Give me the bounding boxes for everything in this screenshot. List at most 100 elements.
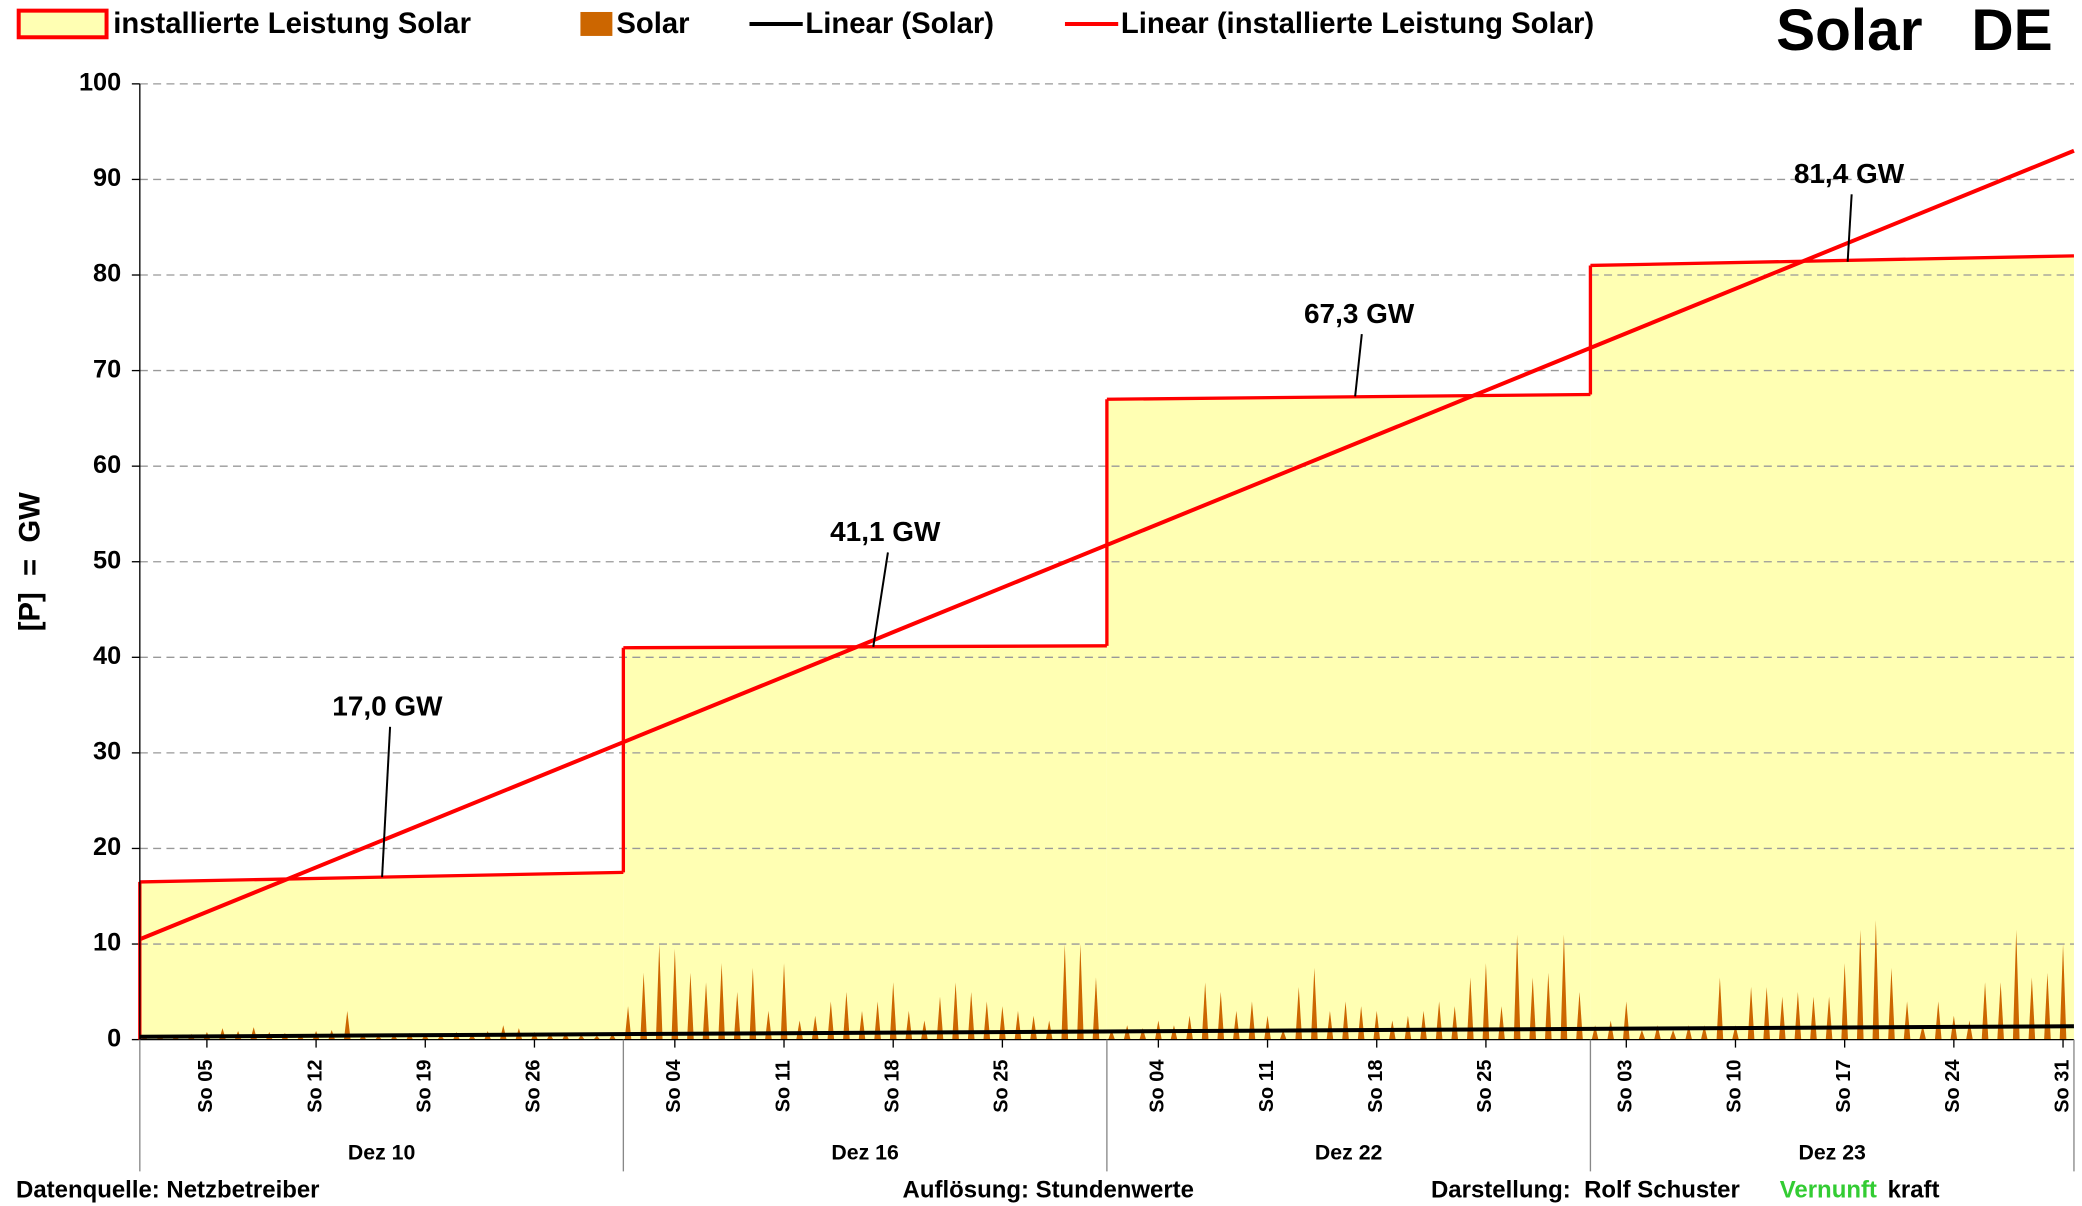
x-tick-label: So 04 [1147, 1060, 1169, 1113]
solar-spike [1373, 1010, 1381, 1040]
annotation-leader [381, 726, 392, 878]
y-tick-label: 0 [107, 1024, 121, 1052]
solar-spike [546, 1033, 554, 1040]
installed-line [623, 644, 1107, 650]
solar-spike [733, 991, 741, 1040]
solar-spike [843, 991, 850, 1040]
x-tick-label: So 19 [414, 1060, 436, 1113]
solar-spike [1092, 977, 1100, 1040]
solar-spike [437, 1034, 445, 1040]
solar-spike [2059, 944, 2067, 1040]
annotation-leader [1846, 194, 1853, 262]
y-axis-label: [P] = GW [14, 492, 47, 631]
x-tick-label: So 05 [195, 1060, 217, 1113]
solar-spike [1903, 1001, 1911, 1040]
solar-spike [749, 967, 757, 1040]
solar-spike [1888, 967, 1895, 1040]
panel-label: Dez 16 [831, 1141, 899, 1165]
installed-area [623, 645, 1107, 1040]
solar-spike [1264, 1015, 1271, 1040]
solar-spike [1061, 944, 1069, 1040]
solar-spike [1716, 977, 1724, 1040]
trend-line [139, 1024, 2074, 1039]
x-tick-label: So 17 [1833, 1060, 1855, 1113]
x-tick-label: So 25 [991, 1060, 1013, 1113]
x-tick-label: So 24 [1942, 1060, 1964, 1113]
solar-spike [1311, 967, 1318, 1040]
solar-spike [1669, 1030, 1677, 1040]
annotation: 67,3 GW [1304, 298, 1415, 329]
solar-spike [2028, 977, 2036, 1040]
y-tick-label: 40 [93, 642, 121, 670]
solar-spike [1685, 1025, 1693, 1040]
x-tick-label: So 12 [304, 1060, 326, 1113]
solar-spike [1934, 1001, 1942, 1040]
footer-brand: Vernunft [1780, 1177, 1877, 1204]
solar-spike [874, 1001, 881, 1040]
solar-spike [1108, 1030, 1115, 1040]
solar-spike [1638, 1030, 1646, 1040]
solar-spike [640, 972, 647, 1040]
solar-spike [1466, 977, 1474, 1040]
legend-label: Linear (installierte Leistung Solar) [1121, 7, 1594, 40]
x-tick-label: So 18 [1365, 1060, 1387, 1113]
solar-spike [1560, 934, 1568, 1040]
x-tick-label: So 26 [523, 1060, 545, 1113]
installed-line [1590, 254, 2074, 268]
solar-spike [343, 1010, 351, 1040]
x-tick-label: So 31 [2051, 1060, 2073, 1113]
y-tick-label: 10 [93, 929, 121, 957]
trend-line [139, 148, 2075, 942]
solar-spike [1919, 1025, 1926, 1040]
solar-spike [1404, 1015, 1412, 1040]
solar-spike [1482, 963, 1490, 1040]
solar-spike [1326, 1010, 1334, 1040]
y-tick-label: 20 [93, 833, 121, 861]
solar-spike [983, 1001, 991, 1040]
y-tick-label: 30 [93, 738, 121, 766]
y-tick-label: 70 [93, 355, 121, 383]
legend-label: Linear (Solar) [805, 7, 994, 40]
solar-spike [1279, 1030, 1287, 1040]
legend-label: Solar [616, 7, 689, 40]
legend-swatch [16, 8, 109, 40]
solar-spike [718, 963, 725, 1040]
solar-spike [655, 944, 663, 1040]
y-tick-label: 80 [93, 260, 121, 288]
solar-spike [1513, 934, 1521, 1040]
solar-spike [1077, 944, 1084, 1040]
solar-spike [1872, 920, 1880, 1040]
annotation-leader [872, 552, 889, 647]
solar-spike [687, 972, 694, 1040]
solar-spike [2044, 972, 2051, 1040]
panel-label: Dez 10 [348, 1141, 415, 1165]
solar-spike [1420, 1010, 1427, 1040]
installed-area [139, 872, 624, 1040]
solar-spike [967, 991, 975, 1040]
solar-spike [952, 982, 959, 1040]
y-tick-label: 60 [93, 451, 121, 479]
y-tick-label: 90 [93, 164, 121, 192]
installed-line [1106, 392, 1591, 401]
solar-spike [1654, 1025, 1661, 1040]
y-tick-label: 100 [79, 69, 121, 97]
solar-spike [1591, 1025, 1599, 1040]
solar-spike [609, 1033, 616, 1040]
installed-area [1590, 255, 2074, 1040]
footer-resolution: Auflösung: Stundenwerte [903, 1177, 1194, 1204]
solar-spike [921, 1020, 928, 1040]
y-tick-label: 50 [93, 546, 121, 574]
panel-label: Dez 23 [1798, 1141, 1866, 1165]
annotation: 41,1 GW [830, 516, 941, 547]
x-tick-label: So 03 [1615, 1060, 1637, 1113]
solar-spike [1139, 1028, 1147, 1040]
solar-spike [375, 1035, 382, 1040]
solar-spike [1544, 972, 1552, 1040]
solar-spike [1217, 991, 1225, 1040]
legend-swatch [580, 11, 613, 36]
solar-spike [593, 1035, 601, 1040]
annotation-leader [1354, 334, 1363, 397]
x-tick-label: So 11 [1256, 1060, 1278, 1112]
solar-spike [1966, 1020, 1973, 1040]
